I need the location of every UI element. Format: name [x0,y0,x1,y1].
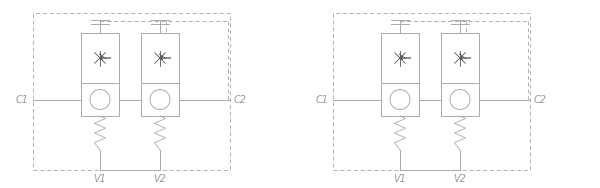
Text: C2: C2 [534,95,547,105]
Bar [141,83,179,116]
Text: C2: C2 [234,95,247,105]
Bar [441,33,479,83]
Text: V1: V1 [94,174,106,184]
Text: V2: V2 [454,174,466,184]
Bar [441,83,479,116]
Bar [381,33,419,83]
Bar [141,33,179,83]
Text: C1: C1 [16,95,29,105]
Text: V2: V2 [154,174,166,184]
Text: C1: C1 [316,95,329,105]
Bar [81,33,119,83]
Text: V1: V1 [394,174,406,184]
Bar [81,83,119,116]
Bar [381,83,419,116]
